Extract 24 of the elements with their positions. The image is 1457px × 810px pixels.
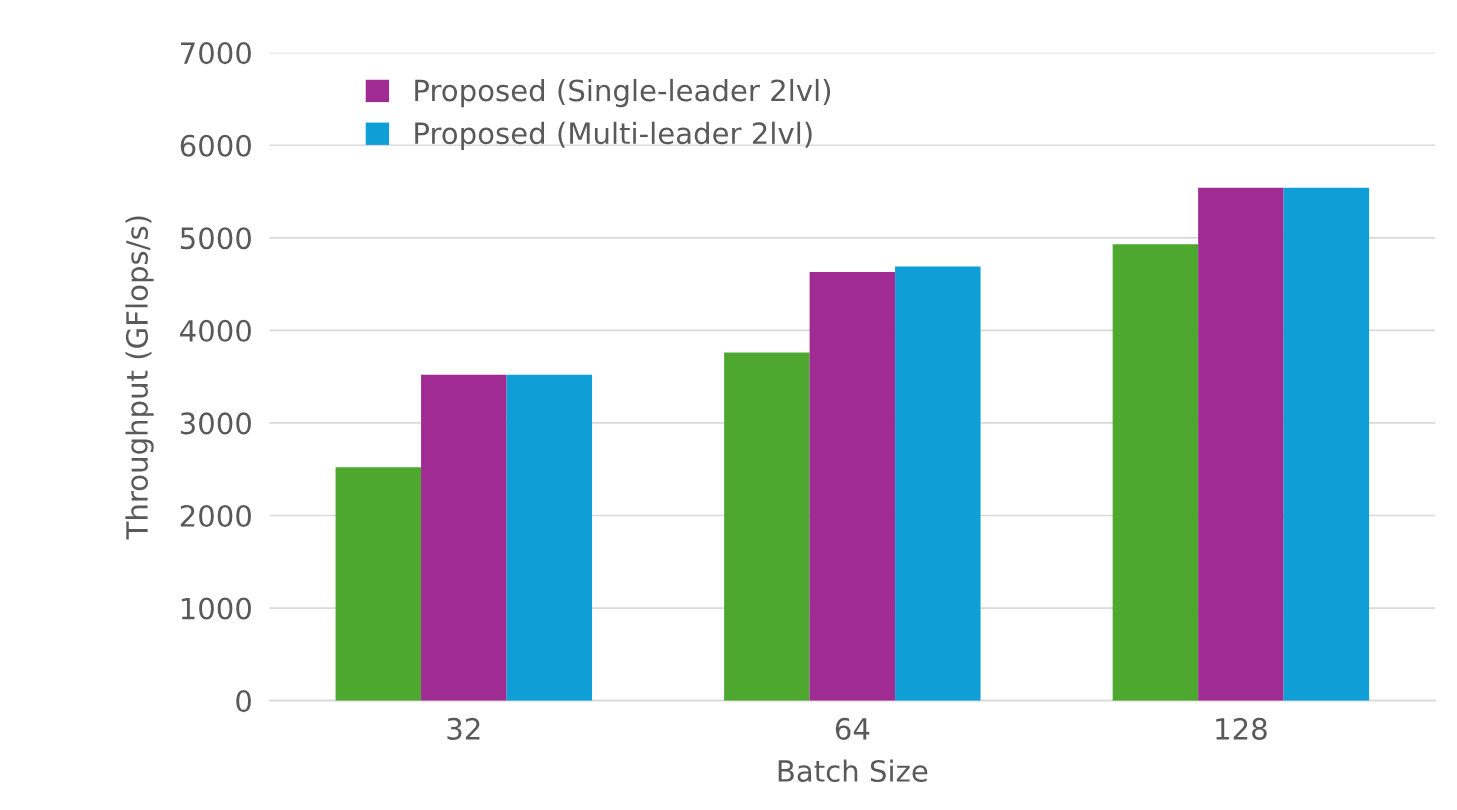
x-tick-label: 64 (835, 717, 870, 740)
y-tick-label: 6000 (180, 134, 251, 157)
bar (724, 352, 810, 701)
x-axis-title: Batch Size (778, 759, 928, 783)
legend-label: Proposed (Single-leader 2lvl) (415, 78, 831, 108)
bar (421, 374, 507, 701)
y-tick-label: 4000 (180, 319, 251, 342)
x-tick-label: 32 (447, 717, 480, 740)
bar (335, 467, 422, 701)
bar (506, 374, 593, 701)
y-tick-label: 5000 (180, 227, 251, 250)
y-tick-label: 3000 (180, 412, 251, 435)
y-tick-label: 2000 (180, 504, 251, 527)
bar (1283, 187, 1370, 701)
bar (895, 266, 981, 701)
y-axis-title: Throughput (GFlops/s) (125, 216, 154, 540)
bar (1112, 244, 1199, 701)
y-tick-label: 1000 (181, 597, 251, 620)
bar (1198, 187, 1284, 701)
bar (809, 272, 896, 701)
legend-label: Proposed (Multi-leader 2lvl) (415, 121, 812, 150)
y-tick-label: 0 (236, 690, 251, 713)
x-tick-label: 128 (1216, 717, 1267, 740)
y-tick-label: 7000 (181, 42, 251, 65)
